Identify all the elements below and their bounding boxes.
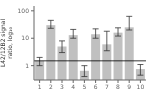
html-text:L42/12B2 signal: L42/12B2 signal: [0, 18, 6, 68]
svg-text:100: 100: [18, 7, 30, 14]
svg-text:8: 8: [116, 83, 120, 90]
svg-text:1: 1: [38, 83, 42, 90]
svg-text:3: 3: [60, 83, 64, 90]
svg-text:1: 1: [25, 62, 29, 69]
svg-text:10: 10: [21, 34, 29, 41]
svg-text:L42/12B2 signalratio, log₁₀: L42/12B2 signalratio, log₁₀: [8, 19, 14, 68]
svg-text:2: 2: [49, 83, 53, 90]
svg-text:4: 4: [71, 83, 75, 90]
svg-text:10: 10: [137, 83, 142, 90]
svg-text:6: 6: [94, 83, 98, 90]
svg-text:9: 9: [127, 83, 131, 90]
svg-text:5: 5: [82, 83, 86, 90]
svg-text:7: 7: [105, 83, 109, 90]
